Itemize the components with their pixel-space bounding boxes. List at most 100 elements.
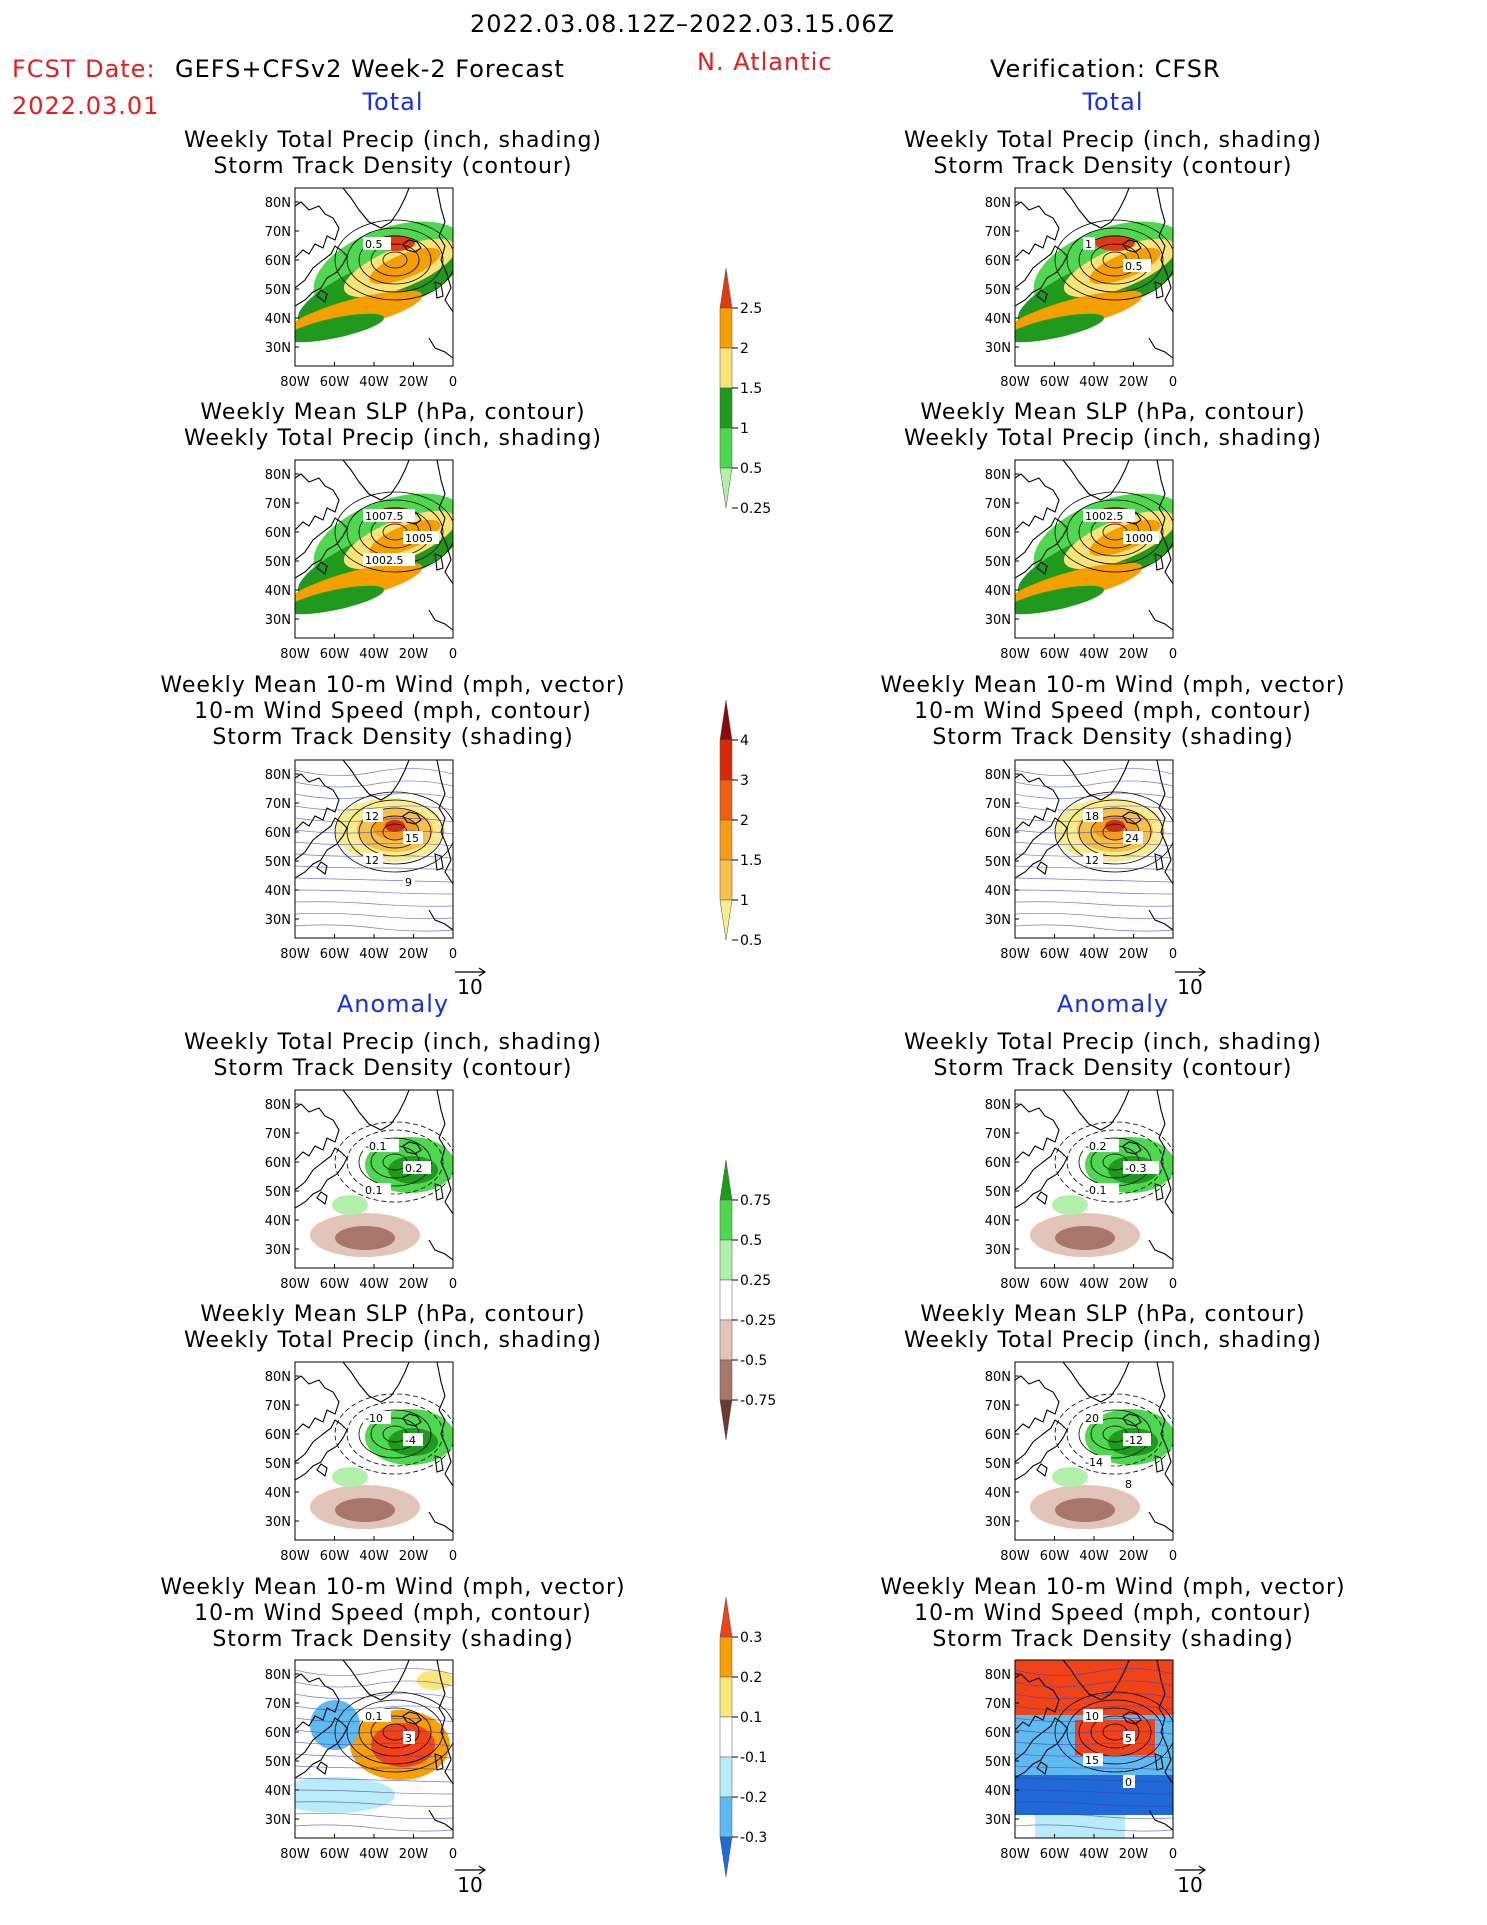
lat-label: 60N — [985, 526, 1011, 541]
colorbar-label: -0.5 — [740, 1353, 767, 1369]
coastline-island — [1036, 289, 1048, 303]
coastline-greenland — [342, 760, 410, 801]
colorbar-label: 0.5 — [740, 1233, 762, 1249]
lat-label: 30N — [265, 913, 291, 928]
colorbar-cap-top — [719, 1596, 733, 1638]
wind-streamline — [295, 768, 453, 776]
coastline-canada — [295, 201, 340, 259]
contour-label: -0.2 — [1085, 1140, 1106, 1153]
lat-label: 80N — [265, 1098, 291, 1113]
lat-label: 30N — [985, 1515, 1011, 1530]
wind-streamline — [1015, 1801, 1173, 1807]
map-content: -0.1 0.2 0.1 — [295, 1090, 453, 1268]
map-panel-R3: 18 24 12 80N 70N 60N 50N 40N 30N 80W 60W 40W 20W 0 — [985, 759, 1177, 962]
lon-label: 20W — [399, 647, 429, 662]
coastline-canada — [295, 1673, 340, 1731]
coastline-island — [1036, 1191, 1048, 1205]
coastline-iceland — [1122, 1141, 1142, 1155]
coastline-africa — [428, 1239, 453, 1261]
lat-label: 30N — [265, 1243, 291, 1258]
wind-streamline — [295, 889, 453, 895]
map-panel-L1: 0.5 80N 70N 60N 50N 40N 30N 80W 60W 40W 20W 0 — [265, 187, 457, 390]
contour-line — [334, 491, 453, 573]
map-panel-R5: 20 -12 -14 8 80N 70N 60N 50N 40N 30N 80W 60W 40W 20W 0 — [985, 1361, 1177, 1564]
lon-label: 80W — [280, 1277, 310, 1292]
lat-label: 50N — [985, 1755, 1011, 1770]
vector-ref-head — [478, 1865, 487, 1875]
contour-line — [1054, 1691, 1173, 1773]
title-L4: Weekly Total Precip (inch, shading) Stor… — [183, 1030, 603, 1081]
lon-label: 60W — [1040, 647, 1070, 662]
colorbar-label: 0.75 — [740, 1193, 771, 1209]
vector-ref-L6: 10 — [455, 1865, 487, 1897]
wind-streamline — [1015, 780, 1173, 788]
vector-ref-label: 10 — [457, 1873, 482, 1897]
contour-label: -0.1 — [365, 1140, 386, 1153]
coastline-island — [1036, 861, 1048, 875]
vector-ref-label: 10 — [1177, 1873, 1202, 1897]
coastline-greenland — [1062, 1362, 1130, 1403]
contour-label-bg — [1083, 809, 1103, 822]
wind-streamline — [1015, 1789, 1173, 1795]
contour-line — [1066, 227, 1164, 293]
lon-label: 60W — [320, 947, 350, 962]
wind-streamline — [295, 1765, 453, 1771]
colorbar-cap-bottom — [719, 1399, 733, 1441]
lat-label: 50N — [985, 283, 1011, 298]
coastline-greenland — [1062, 760, 1130, 801]
wind-streamline — [295, 1680, 453, 1688]
contour-label: 1007.5 — [365, 510, 404, 523]
contour-label-bg — [403, 831, 423, 844]
lat-label: 40N — [985, 312, 1011, 327]
colorbar-segment — [719, 1239, 733, 1281]
coastline-europe — [1156, 1362, 1173, 1487]
lat-label: 40N — [985, 584, 1011, 599]
coastline-british-isles — [1154, 1753, 1164, 1771]
contour-label-bg — [1123, 1161, 1159, 1174]
coastline-canada — [295, 1375, 340, 1433]
wind-streamline — [295, 1777, 453, 1783]
contour-label-bg — [1083, 853, 1103, 866]
wind-streamline — [1015, 912, 1173, 920]
section-anomaly-left: Anomaly — [336, 990, 450, 1018]
coastline-british-isles — [1154, 853, 1164, 871]
coastline-europe — [1156, 760, 1173, 885]
coastline-british-isles — [434, 853, 444, 871]
contour-label-bg — [1123, 531, 1159, 544]
section-anomaly-right: Anomaly — [1056, 990, 1170, 1018]
contour-line — [334, 791, 453, 873]
vector-ref-label: 10 — [457, 975, 482, 999]
coastline-europe — [436, 1362, 453, 1487]
lon-label: 80W — [1000, 1549, 1030, 1564]
contour-label: -4 — [405, 1434, 416, 1447]
lat-label: 80N — [985, 1098, 1011, 1113]
wind-streamline — [295, 1729, 453, 1735]
map-panel-L5: -10 -4 80N 70N 60N 50N 40N 30N 80W 60W 40W 20W 0 — [265, 1361, 457, 1564]
colorbar-label: 2 — [740, 813, 749, 829]
colorbar-cap-bottom — [719, 1836, 733, 1878]
colorbar-cap-bottom — [719, 467, 733, 509]
wind-streamline — [1015, 1765, 1173, 1771]
coastline-africa — [428, 1809, 453, 1831]
title-L1: Weekly Total Precip (inch, shading) Stor… — [183, 128, 603, 179]
coastline-british-isles — [1154, 281, 1164, 299]
contour-label-bg — [1123, 1775, 1135, 1788]
coastline-africa — [428, 609, 453, 631]
wind-streamline — [1015, 1777, 1173, 1783]
colorbar-segment — [719, 1359, 733, 1401]
contour-label: -14 — [1085, 1456, 1103, 1469]
coastline-africa — [1148, 909, 1173, 931]
wind-streamline — [1015, 865, 1173, 871]
contour-label: 15 — [1085, 1754, 1099, 1767]
lat-label: 60N — [265, 1726, 291, 1741]
contour-label-bg — [363, 509, 415, 522]
lon-label: 60W — [320, 375, 350, 390]
colorbar-segment — [719, 859, 733, 901]
lat-label: 80N — [985, 196, 1011, 211]
wind-streamline — [1015, 1729, 1173, 1735]
wind-streamline — [295, 1801, 453, 1807]
lon-label: 60W — [1040, 1847, 1070, 1862]
